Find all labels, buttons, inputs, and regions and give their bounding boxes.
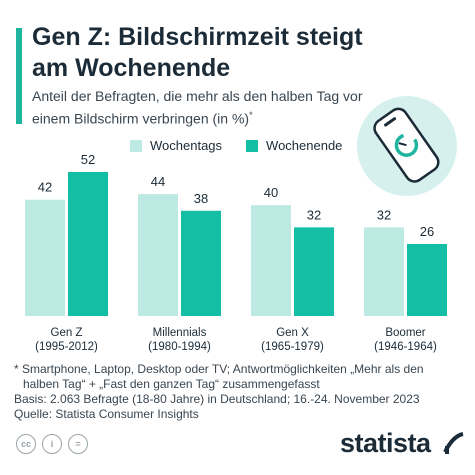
category-label: (1995-2012) <box>35 341 98 353</box>
category-label: (1946-1964) <box>374 341 437 353</box>
bar <box>25 199 65 316</box>
license-icons: cc i = <box>16 434 94 454</box>
info-icon[interactable]: i <box>42 434 62 454</box>
data-label: 32 <box>377 207 391 222</box>
data-label: 44 <box>151 174 165 189</box>
data-label: 26 <box>420 224 434 239</box>
footnote-source: Quelle: Statista Consumer Insights <box>14 407 199 421</box>
data-label: 32 <box>307 207 321 222</box>
bar <box>407 244 447 316</box>
legend-item-weekday: Wochentags <box>130 138 222 153</box>
category-label: (1965-1979) <box>261 341 324 353</box>
equals-icon[interactable]: = <box>68 434 88 454</box>
data-label: 52 <box>81 152 95 167</box>
data-label: 42 <box>38 180 52 195</box>
legend-swatch-weekend <box>246 139 259 152</box>
statista-logo-mark-icon <box>443 432 464 454</box>
footnote-basis: Basis: 2.063 Befragte (18-80 Jahre) in D… <box>14 392 420 406</box>
category-label: Millennials <box>153 327 207 339</box>
category-label: Gen X <box>276 327 309 339</box>
legend-label-weekday: Wochentags <box>150 138 223 153</box>
title-accent-bar <box>16 28 22 124</box>
footnote-line: * Smartphone, Laptop, Desktop oder TV; A… <box>14 362 424 376</box>
bar-chart: 42 52 Gen Z (1995-2012) 44 38 Millennials (1980… <box>25 152 447 353</box>
bar <box>364 227 404 316</box>
bar <box>138 194 178 316</box>
data-label: 38 <box>194 191 208 206</box>
category-label: Gen Z <box>51 327 83 339</box>
bar <box>294 227 334 316</box>
footnote-line: halben Tag“ + „Fast den ganzen Tag“ zusa… <box>23 377 320 391</box>
bar <box>68 172 108 316</box>
smartphone-illustration-icon <box>357 96 457 196</box>
legend-swatch-weekday <box>130 139 142 152</box>
bar <box>251 205 291 316</box>
chart-title: Gen Z: Bildschirmzeit steigt am Wochenen… <box>32 23 363 82</box>
statista-logo[interactable]: statista <box>340 428 431 458</box>
data-label: 40 <box>264 185 278 200</box>
bar <box>181 210 221 316</box>
chart-subtitle: Anteil der Befragten, die mehr als den h… <box>32 88 363 127</box>
chart-legend: Wochentags Wochenende <box>130 138 366 153</box>
category-label: (1980-1994) <box>148 341 211 353</box>
cc-icon[interactable]: cc <box>16 434 36 454</box>
legend-item-weekend: Wochenende <box>246 138 342 153</box>
footnotes: * Smartphone, Laptop, Desktop oder TV; A… <box>14 362 464 422</box>
legend-label-weekend: Wochenende <box>266 138 343 153</box>
category-label: Boomer <box>385 327 425 339</box>
